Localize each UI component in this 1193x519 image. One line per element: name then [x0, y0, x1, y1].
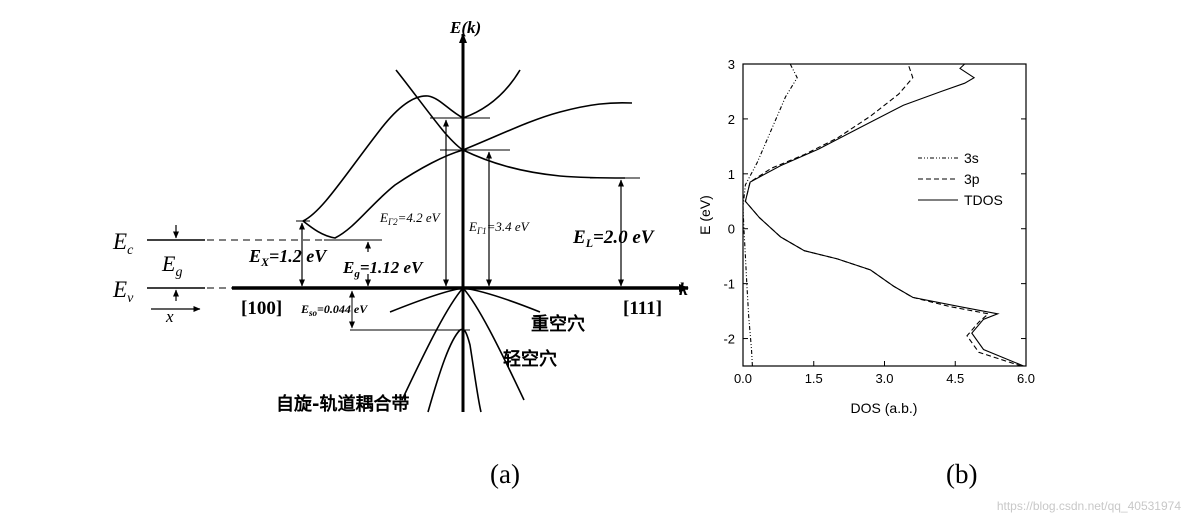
eg-label: Eg: [161, 251, 182, 280]
dos-panel: 0.0 1.5 3.0 4.5 6.0 3 2 1 0 -1 -2 DOS (a.b.) E (eV…: [697, 57, 1035, 489]
legend-label-3p: 3p: [964, 171, 980, 187]
conduction-band-upper-curve: [302, 69, 521, 222]
egamma1-label: EΓ1=3.4 eV: [468, 219, 531, 236]
k-axis-label: k: [679, 279, 688, 299]
eso-label: Eso=0.044 eV: [300, 302, 368, 318]
eg2-label: Eg=1.12 eV: [342, 258, 424, 280]
light-hole-band: [401, 286, 525, 401]
dos-series-3p: [744, 63, 1022, 367]
dos-x-axis-label: DOS (a.b.): [851, 400, 918, 416]
band-structure-panel: E(k) k [100] [111] E: [112, 18, 689, 489]
energy-axis-label: E(k): [449, 18, 481, 37]
ec-label: Ec: [112, 229, 134, 258]
dos-y-tick-label: -1: [723, 277, 735, 292]
conduction-band-crossing-curve: [395, 69, 626, 179]
el-label: EL=2.0 eV: [572, 227, 655, 250]
dos-y-axis-label: E (eV): [697, 195, 713, 235]
split-off-band: [427, 328, 482, 413]
dos-y-tick-label: -2: [723, 332, 735, 347]
dos-y-tick-label: 2: [728, 112, 735, 127]
light-hole-label: 轻空穴: [503, 348, 557, 370]
dos-series-3s: [742, 63, 798, 367]
legend-label-tdos: TDOS: [964, 192, 1003, 208]
dos-legend: 3s 3p TDOS: [918, 150, 1003, 208]
dos-x-tick-label: 0.0: [734, 371, 752, 386]
direction-111-label: [111]: [623, 298, 662, 319]
dos-y-tick-label: 1: [728, 167, 735, 182]
watermark: https://blog.csdn.net/qq_40531974: [996, 499, 1181, 513]
x-arrow-label: x: [165, 307, 174, 326]
heavy-hole-label: 重空穴: [531, 313, 585, 335]
panel-b-caption: (b): [946, 459, 977, 489]
dos-series-tdos: [744, 63, 1024, 367]
direction-100-label: [100]: [241, 298, 282, 319]
ev-label: Ev: [112, 277, 134, 306]
dos-plot-frame: [742, 63, 1027, 367]
dos-y-tick-label: 0: [728, 222, 735, 237]
legend-label-3s: 3s: [964, 150, 979, 166]
panel-a-caption: (a): [490, 459, 520, 489]
split-off-label: 自旋-轨道耦合带: [276, 393, 409, 415]
dos-y-tick-label: 3: [728, 57, 735, 72]
conduction-band-lower-curve: [302, 101, 633, 239]
dos-x-tick-label: 6.0: [1017, 371, 1035, 386]
dos-x-tick-label: 1.5: [805, 371, 823, 386]
egamma2-label: EΓ2=4.2 eV: [379, 210, 442, 227]
dos-x-tick-label: 3.0: [875, 371, 893, 386]
ex-label: EX=1.2 eV: [248, 246, 328, 269]
dos-x-tick-label: 4.5: [946, 371, 964, 386]
